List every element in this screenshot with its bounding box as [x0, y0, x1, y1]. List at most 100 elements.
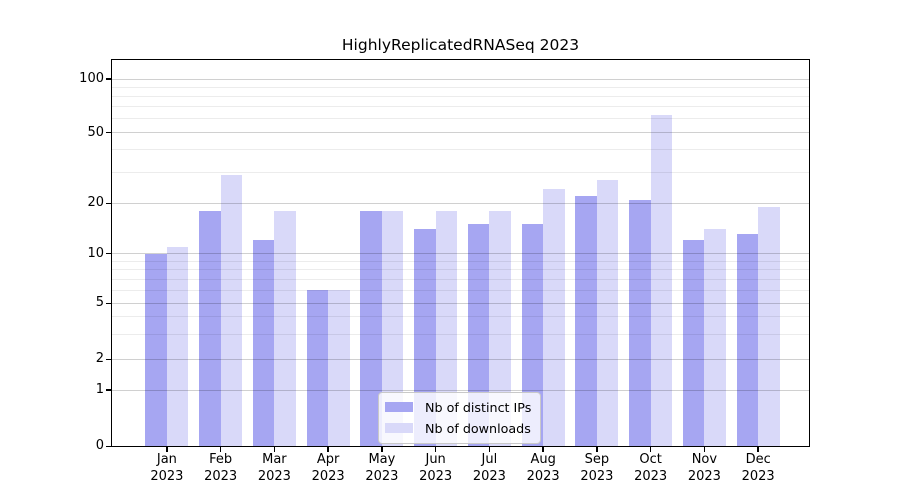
gridline-major-2 [111, 358, 810, 360]
y-tick-label-10: 10 [87, 245, 104, 261]
bar-downloads-aug [543, 189, 565, 447]
x-tick-label-year: 2023 [634, 468, 668, 484]
x-tick-label-mar: Mar 2023 [242, 452, 306, 485]
x-tick-label-dec: Dec 2023 [726, 452, 790, 485]
bar-downloads-nov [704, 229, 726, 447]
x-tick-label-feb: Feb 2023 [189, 452, 253, 485]
gridline-minor-3 [111, 334, 810, 336]
gridline-minor-30 [111, 171, 810, 173]
x-tick-mark-jul [488, 446, 491, 452]
bar-downloads-apr [328, 290, 350, 447]
legend: Nb of distinct IPs Nb of downloads [378, 391, 542, 444]
x-tick-label-month: Jan [156, 452, 177, 467]
gridline-minor-7 [111, 278, 810, 280]
x-tick-label-year: 2023 [365, 468, 399, 484]
bar-distinct-ips-sep [575, 195, 597, 447]
y-tick-mark-1 [105, 389, 111, 391]
bar-distinct-ips-dec [736, 234, 759, 447]
x-tick-label-year: 2023 [580, 468, 614, 484]
x-tick-mark-mar [273, 446, 276, 452]
y-tick-mark-50 [105, 131, 111, 134]
gridline-major-100 [111, 78, 810, 80]
x-tick-label-apr: Apr 2023 [296, 452, 360, 485]
bar-downloads-oct [650, 114, 673, 447]
gridline-minor-4 [111, 316, 810, 318]
plot-border [110, 58, 810, 447]
x-tick-label-jun: Jun 2023 [404, 452, 468, 485]
x-tick-mark-feb [219, 446, 222, 452]
y-tick-label-1: 1 [95, 382, 104, 397]
x-tick-mark-dec [757, 446, 759, 452]
y-tick-label-2: 2 [95, 351, 104, 367]
y-tick-mark-10 [105, 252, 111, 255]
bar-distinct-ips-oct [629, 199, 651, 447]
bar-distinct-ips-jan [145, 253, 167, 447]
bar-distinct-ips-aug [521, 224, 544, 447]
y-tick-mark-2 [105, 358, 111, 361]
y-tick-mark-0 [105, 445, 111, 448]
x-tick-label-aug: Aug 2023 [511, 452, 575, 485]
gridline-minor-60 [111, 118, 810, 120]
legend-label-distinct-ips: Nb of distinct IPs [425, 399, 532, 415]
gridline-minor-6 [111, 289, 810, 291]
legend-item-distinct-ips: Nb of distinct IPs [385, 397, 531, 418]
y-tick-mark-20 [105, 202, 111, 205]
y-tick-label-20: 20 [87, 195, 104, 211]
gridline-major-5 [111, 302, 810, 304]
x-tick-label-month: Aug [530, 452, 556, 467]
x-tick-label-month: Jun [425, 452, 446, 467]
bar-distinct-ips-may [360, 210, 382, 447]
x-tick-label-month: Nov [691, 452, 718, 467]
x-tick-mark-jun [434, 446, 437, 452]
x-tick-label-month: Oct [639, 452, 662, 467]
y-tick-mark-100 [105, 78, 111, 80]
x-tick-label-month: Sep [584, 452, 610, 467]
x-tick-label-year: 2023 [472, 468, 506, 484]
gridline-major-50 [111, 132, 810, 134]
legend-item-downloads: Nb of downloads [385, 418, 531, 439]
x-tick-label-month: Dec [745, 452, 771, 467]
x-tick-label-may: May 2023 [350, 452, 414, 485]
bar-distinct-ips-mar [252, 240, 275, 447]
x-tick-mark-aug [542, 446, 544, 452]
legend-swatch-downloads [385, 423, 413, 433]
bar-downloads-feb [220, 174, 243, 447]
x-tick-label-month: May [368, 452, 396, 467]
legend-swatch-distinct-ips [385, 402, 413, 412]
bar-downloads-jan [166, 246, 189, 447]
gridline-minor-80 [111, 95, 810, 97]
gridline-minor-70 [111, 106, 810, 108]
bar-distinct-ips-jul [467, 224, 490, 447]
x-tick-label-month: Jul [481, 452, 498, 467]
y-tick-label-100: 100 [79, 71, 104, 86]
x-tick-label-month: Apr [316, 452, 340, 467]
x-tick-label-year: 2023 [419, 468, 453, 484]
x-tick-label-year: 2023 [526, 468, 560, 484]
x-tick-label-year: 2023 [204, 468, 238, 484]
y-tick-label-5: 5 [95, 295, 104, 311]
gridline-major-20 [111, 202, 810, 204]
x-tick-label-year: 2023 [150, 468, 184, 484]
bar-distinct-ips-nov [682, 240, 705, 447]
legend-label-downloads: Nb of downloads [425, 420, 531, 436]
x-tick-label-sep: Sep 2023 [565, 452, 629, 485]
gridline-minor-9 [111, 260, 810, 262]
bar-downloads-jul [489, 210, 511, 447]
x-tick-mark-nov [703, 446, 706, 452]
x-tick-label-oct: Oct 2023 [619, 452, 683, 485]
y-tick-mark-5 [105, 302, 111, 305]
bar-distinct-ips-apr [306, 290, 329, 447]
x-tick-mark-may [381, 446, 383, 452]
bar-downloads-sep [596, 180, 619, 447]
gridline-major-1 [111, 389, 810, 391]
gridline-minor-90 [111, 86, 810, 88]
x-tick-label-year: 2023 [257, 468, 291, 484]
gridline-minor-40 [111, 149, 810, 151]
chart-title: HighlyReplicatedRNASeq 2023 [341, 36, 580, 54]
gridline-minor-8 [111, 269, 810, 271]
bar-downloads-may [381, 210, 404, 447]
